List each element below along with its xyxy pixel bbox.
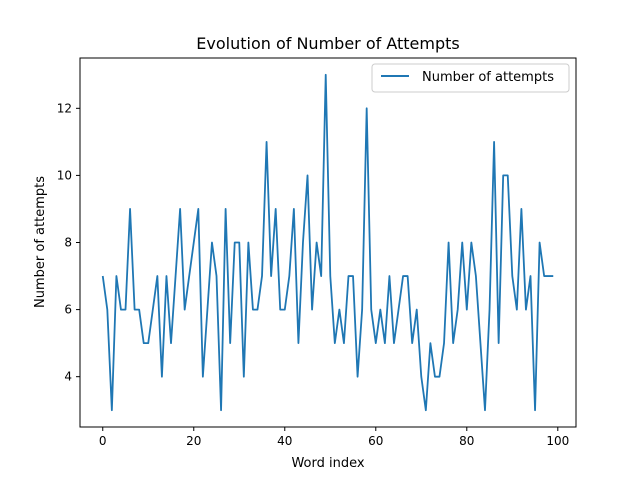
x-tick-label: 80 xyxy=(459,434,474,448)
x-tick-label: 60 xyxy=(368,434,383,448)
y-tick-label: 12 xyxy=(57,101,72,115)
x-tick-label: 0 xyxy=(99,434,107,448)
x-tick-label: 100 xyxy=(546,434,569,448)
plot-lines xyxy=(101,73,554,412)
plot-area-frame xyxy=(79,57,577,428)
y-tick-label: 4 xyxy=(64,370,72,384)
y-tick-label: 10 xyxy=(57,168,72,182)
x-axis-label: Word index xyxy=(291,456,364,471)
y-ticks: 4 6 8 10 12 xyxy=(57,101,80,384)
chart-title: Evolution of Number of Attempts xyxy=(196,34,459,53)
x-ticks: 0 20 40 60 80 100 xyxy=(99,427,569,448)
legend: Number of attempts xyxy=(371,63,570,93)
series-line-0 xyxy=(101,73,554,412)
legend-label: Number of attempts xyxy=(422,70,554,85)
x-tick-label: 20 xyxy=(186,434,201,448)
x-tick-label: 40 xyxy=(277,434,292,448)
y-axis-label: Number of attempts xyxy=(33,176,48,308)
y-tick-label: 8 xyxy=(64,236,72,250)
legend-box xyxy=(371,63,570,93)
y-tick-label: 6 xyxy=(64,303,72,317)
